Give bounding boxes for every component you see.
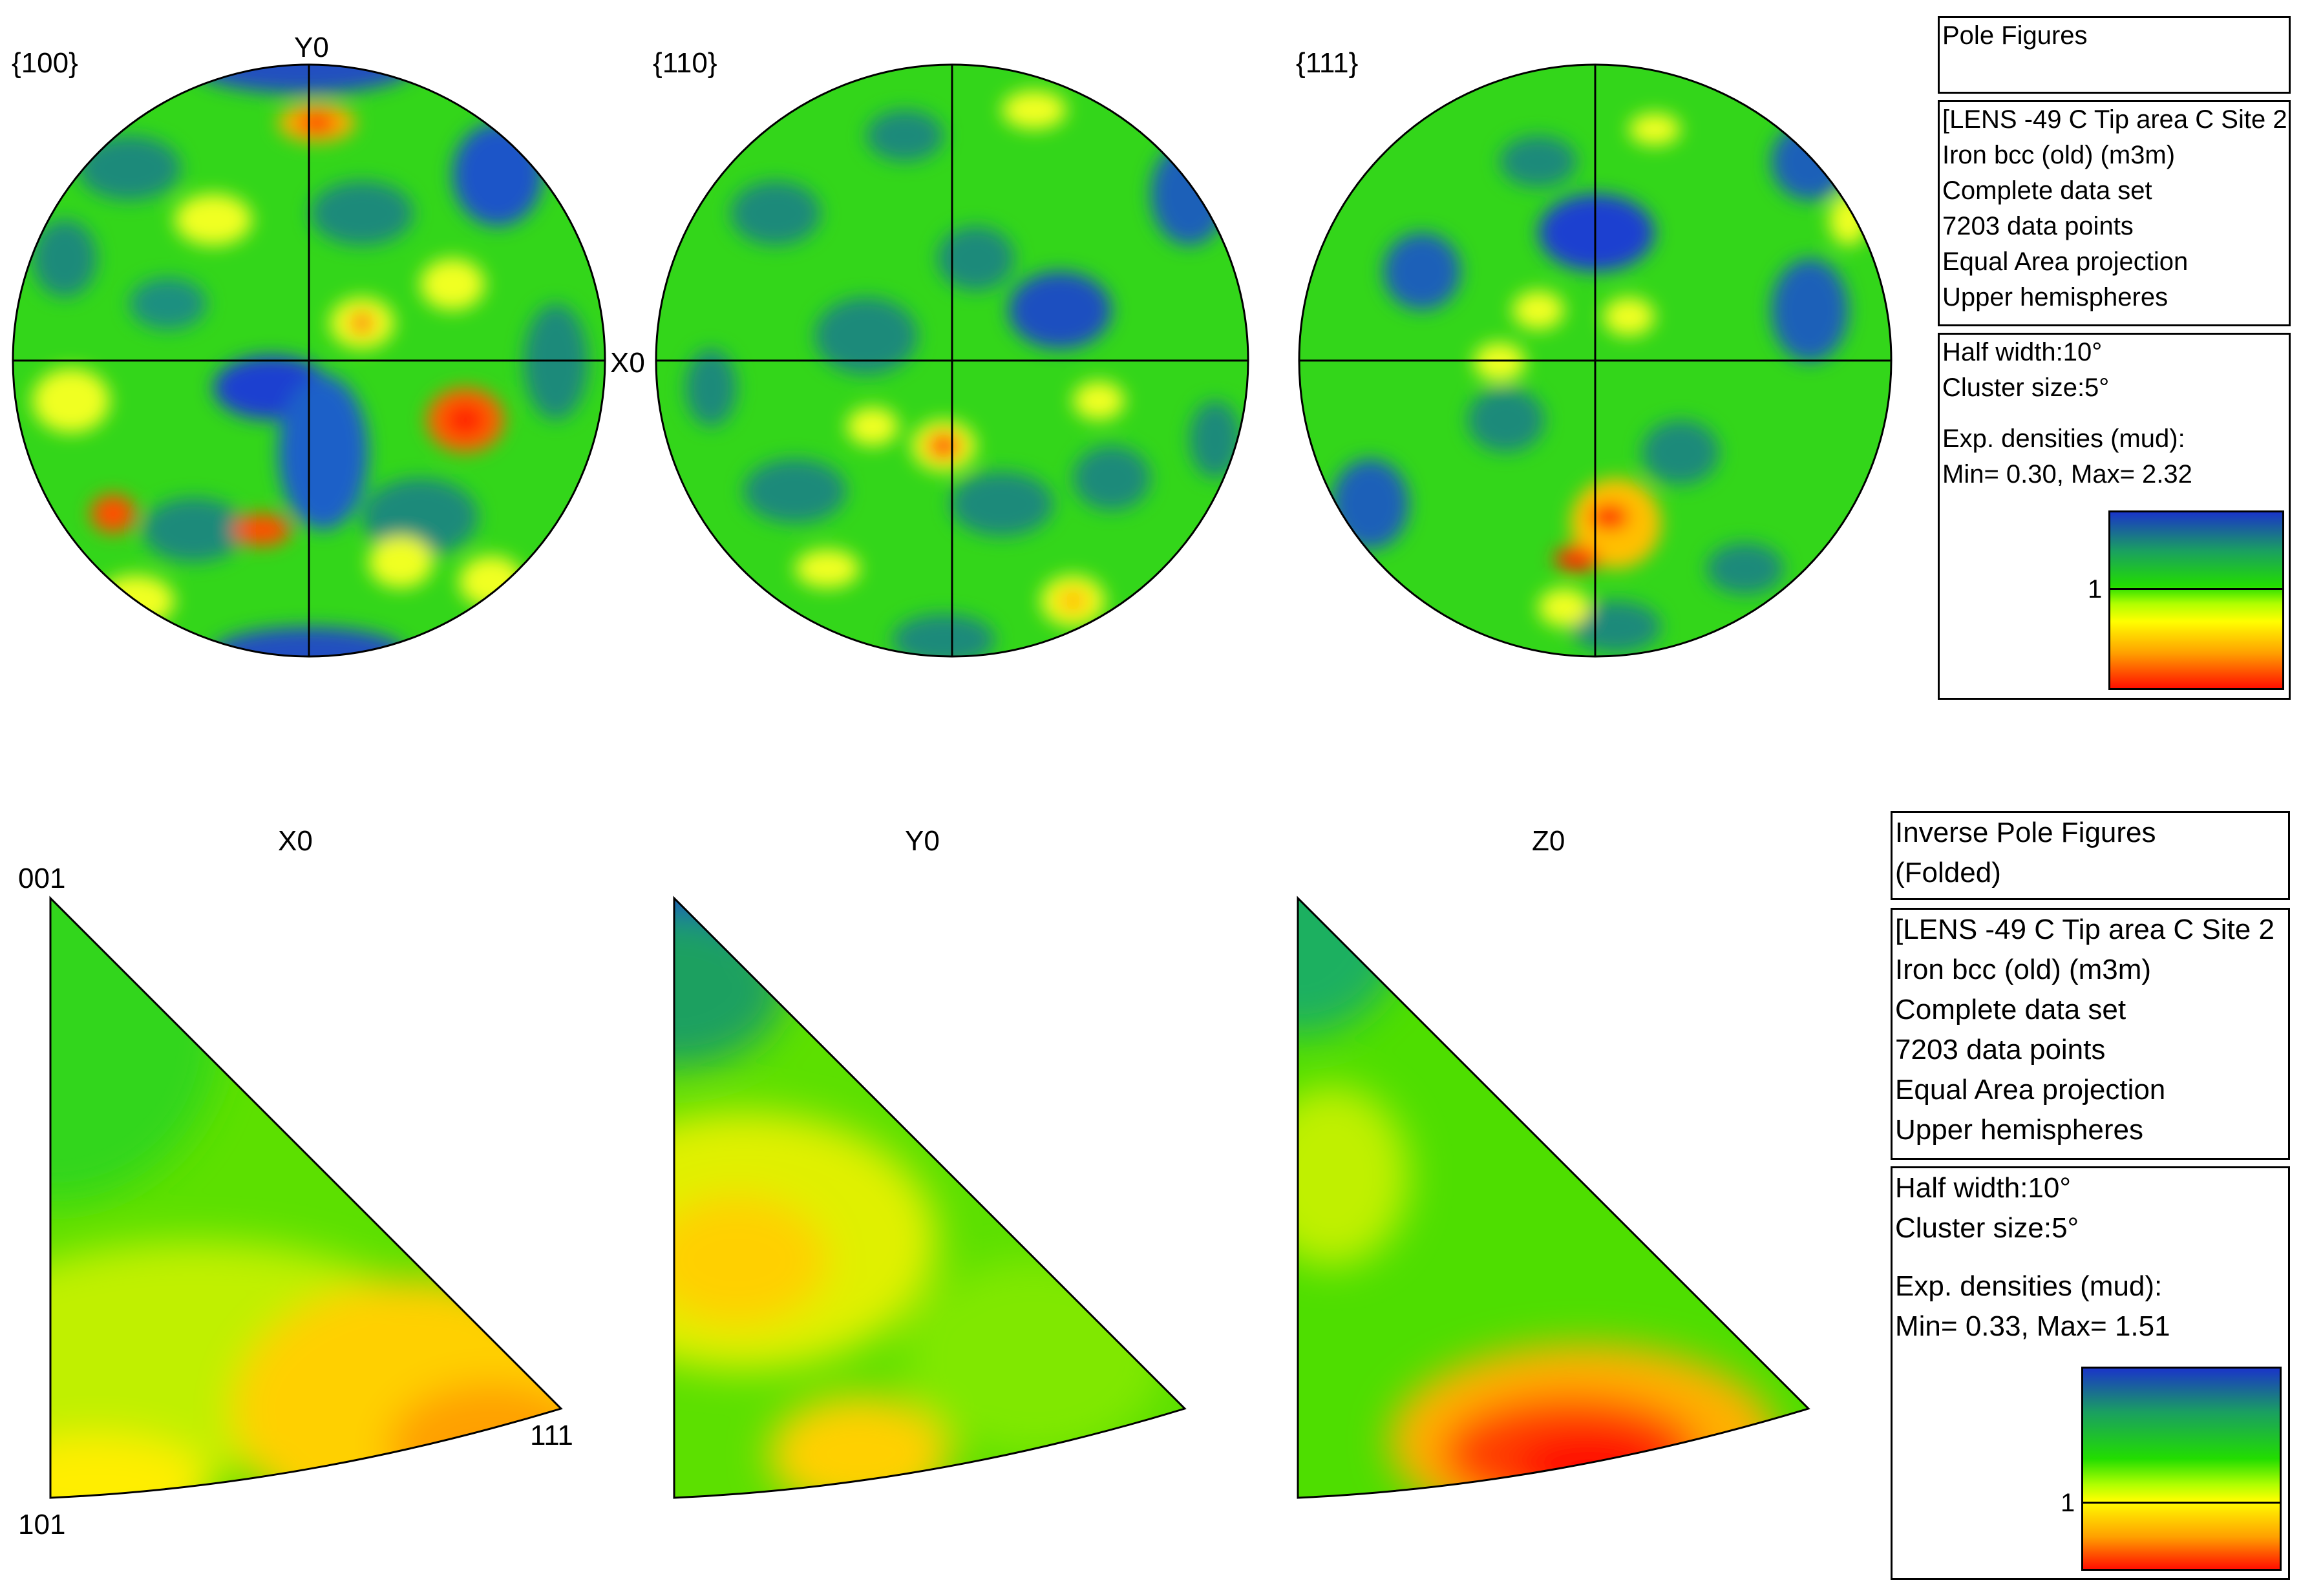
info-line: [LENS -49 C Tip area C Site 2: [1895, 914, 2274, 945]
param-line: Exp. densities (mud):: [1942, 425, 2185, 453]
inverse-pole-figure-x0: [49, 896, 563, 1499]
ipf-scale-label: 1: [2061, 1489, 2075, 1517]
ipf-title-line: (Folded): [1895, 857, 2001, 888]
info-line: 7203 data points: [1895, 1034, 2106, 1066]
param-line: Min= 0.30, Max= 2.32: [1942, 460, 2192, 488]
info-line: [LENS -49 C Tip area C Site 2: [1942, 105, 2287, 134]
param-line: Half width:10°: [1942, 338, 2103, 366]
pole-figure-110-label: {110}: [653, 47, 717, 79]
pole-figure-110: [655, 63, 1249, 658]
info-line: Equal Area projection: [1942, 247, 2189, 276]
pole-figures-info-box: [LENS -49 C Tip area C Site 2 Iron bcc (…: [1938, 100, 2291, 326]
info-line: Equal Area projection: [1895, 1074, 2166, 1106]
param-line: Cluster size:5°: [1895, 1212, 2079, 1244]
pole-figure-111: [1298, 63, 1893, 658]
info-line: 7203 data points: [1942, 212, 2134, 240]
info-line: Iron bcc (old) (m3m): [1942, 141, 2176, 169]
info-line: Iron bcc (old) (m3m): [1895, 954, 2152, 985]
ipf-corner-001: 001: [18, 863, 66, 894]
ipf-label-z0: Z0: [1532, 825, 1565, 857]
pole-figure-100-label: {100}: [12, 47, 78, 79]
pole-figures-svg: [12, 63, 1893, 658]
ipf-title-line: Inverse Pole Figures: [1895, 817, 2156, 848]
color-scale-unity-mark: [2083, 1502, 2280, 1504]
pole-figure-111-label: {111}: [1296, 47, 1359, 79]
pole-figure-axis-y0: Y0: [294, 32, 329, 63]
inverse-pole-figure-z0: [1297, 896, 1810, 1499]
ipf-label-y0: Y0: [905, 825, 940, 857]
param-line: Cluster size:5°: [1942, 373, 2110, 402]
pole-figure-100: [12, 63, 606, 658]
pole-figures-title: Pole Figures: [1942, 21, 2088, 50]
ipf-corner-101: 101: [18, 1509, 66, 1540]
info-line: Upper hemispheres: [1942, 283, 2168, 311]
inverse-pole-figure-y0: [673, 896, 1187, 1499]
ipf-title-box: Inverse Pole Figures (Folded): [1891, 811, 2290, 900]
info-line: Complete data set: [1942, 176, 2152, 205]
inverse-pole-figures-svg: [49, 896, 1810, 1499]
pole-figures-scale-label: 1: [2088, 575, 2103, 604]
ipf-color-scale: [2081, 1367, 2282, 1571]
ipf-corner-111: 111: [530, 1420, 573, 1451]
param-line: Half width:10°: [1895, 1172, 2071, 1204]
pole-figure-axis-x0: X0: [610, 347, 645, 379]
param-line: Exp. densities (mud):: [1895, 1270, 2163, 1302]
pole-figures-title-box: Pole Figures: [1938, 16, 2291, 94]
pole-figures-color-scale: [2108, 510, 2284, 690]
ipf-info-box: [LENS -49 C Tip area C Site 2 Iron bcc (…: [1891, 908, 2290, 1160]
info-line: Upper hemispheres: [1895, 1114, 2143, 1146]
param-line: Min= 0.33, Max= 1.51: [1895, 1310, 2170, 1342]
ipf-label-x0: X0: [278, 825, 313, 857]
color-scale-unity-mark: [2110, 588, 2282, 590]
info-line: Complete data set: [1895, 994, 2126, 1025]
